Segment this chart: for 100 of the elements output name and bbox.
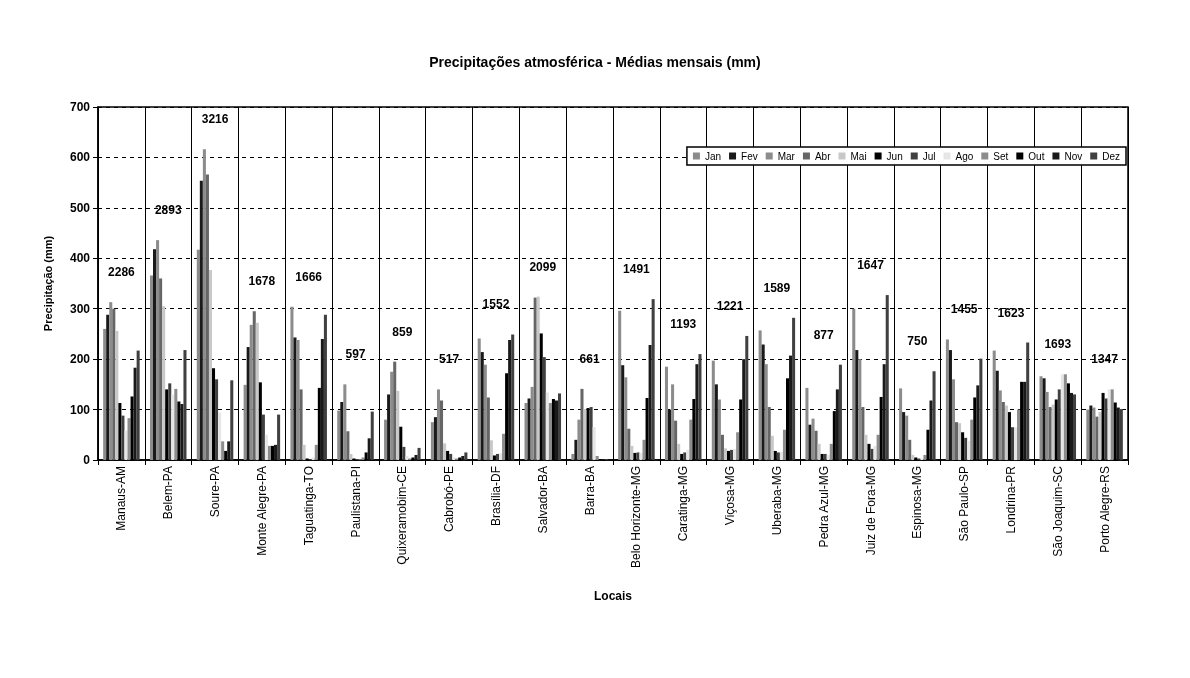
bar <box>882 364 886 460</box>
bar <box>370 411 374 460</box>
bar <box>215 379 219 460</box>
bar <box>621 365 625 460</box>
bar <box>367 438 371 460</box>
bar <box>208 269 212 460</box>
bar <box>745 335 749 460</box>
bar <box>115 330 119 460</box>
bar <box>580 388 584 460</box>
bar <box>483 364 487 460</box>
bar <box>885 295 889 460</box>
total-label: 661 <box>579 351 600 366</box>
bar <box>945 339 949 460</box>
bar <box>340 402 344 460</box>
bar <box>714 384 718 460</box>
y-tick-label: 0 <box>83 453 91 467</box>
legend-label: Mai <box>850 150 867 162</box>
x-tick-label: Taguatinga-TO <box>301 466 316 546</box>
bar <box>112 308 116 460</box>
bar <box>218 412 222 460</box>
bar <box>221 441 225 460</box>
bar <box>337 410 341 460</box>
bar <box>346 431 350 460</box>
bar <box>651 299 655 460</box>
bar <box>992 350 996 460</box>
total-label: 1552 <box>482 297 510 312</box>
bar <box>677 443 681 460</box>
bar <box>433 417 437 460</box>
bar <box>443 443 447 460</box>
bar <box>723 448 727 460</box>
bar <box>440 400 444 460</box>
total-label: 1678 <box>248 274 276 289</box>
bar <box>299 389 303 460</box>
bar <box>711 360 715 460</box>
y-tick-label: 500 <box>69 200 91 215</box>
bar <box>393 361 397 460</box>
bar <box>571 453 575 460</box>
bar <box>527 398 531 460</box>
bar <box>792 317 796 460</box>
bar <box>323 314 327 460</box>
bar <box>153 249 157 460</box>
legend-label: Jul <box>922 150 936 162</box>
bar <box>202 149 206 460</box>
x-tick-label: Paulistana-PI <box>348 466 363 538</box>
x-axis-title: Locais <box>593 589 633 603</box>
x-tick-label: Pedra Azul-MG <box>816 466 831 548</box>
bar <box>121 415 125 460</box>
bar <box>876 434 880 460</box>
bar <box>642 439 646 460</box>
bar <box>689 419 693 460</box>
bar <box>817 443 821 460</box>
y-tick-label: 700 <box>69 100 91 114</box>
bar <box>499 453 503 460</box>
bar <box>489 440 493 460</box>
bar <box>698 354 702 460</box>
legend-label: Mar <box>777 150 796 162</box>
bar <box>480 352 484 460</box>
x-tick-label: Caratinga-MG <box>676 466 691 542</box>
x-tick-label: Espinosa-MG <box>910 466 925 539</box>
legend-label: Abr <box>814 150 832 162</box>
bar <box>861 407 865 460</box>
bar <box>1010 427 1014 460</box>
bar <box>592 427 596 460</box>
bar <box>674 420 678 460</box>
bar <box>671 384 675 460</box>
bar <box>502 433 506 460</box>
bar <box>932 371 936 460</box>
legend-label: Fev <box>741 150 758 162</box>
bar <box>430 422 434 460</box>
bar <box>814 430 818 460</box>
bar <box>511 334 515 460</box>
bar <box>387 394 391 460</box>
bar <box>402 446 406 460</box>
legend-label: Out <box>1028 150 1045 162</box>
bar <box>770 435 774 460</box>
bar <box>103 328 107 460</box>
bar <box>979 358 983 460</box>
bar <box>436 389 441 460</box>
bar <box>742 359 746 460</box>
bar <box>124 430 128 460</box>
bar <box>624 377 628 460</box>
bar <box>349 453 353 460</box>
bar <box>1045 391 1049 460</box>
bar <box>267 445 271 460</box>
total-label: 1693 <box>1044 337 1072 352</box>
y-tick-label: 100 <box>69 402 91 417</box>
bar <box>524 403 528 460</box>
bar <box>1017 409 1021 460</box>
total-label: 1666 <box>295 269 323 284</box>
bar <box>343 384 347 460</box>
bar <box>168 383 172 460</box>
bar <box>695 364 699 460</box>
bar <box>417 447 421 460</box>
y-tick-label: 200 <box>69 352 91 367</box>
chart-title: Precipitações atmosférica - Médias mensais (mm) <box>429 54 761 70</box>
bar <box>829 443 833 460</box>
x-tick-label: São Joaquim-SC <box>1050 465 1065 557</box>
bar <box>477 338 481 460</box>
bar <box>627 428 631 460</box>
bar <box>736 432 740 460</box>
